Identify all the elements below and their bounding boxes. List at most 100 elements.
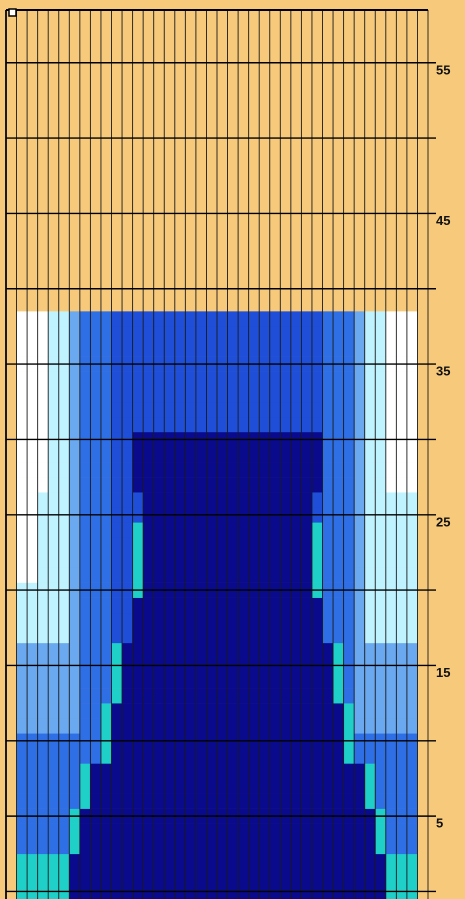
grid-cell (343, 371, 355, 387)
grid-cell (259, 341, 271, 357)
grid-cell (385, 567, 397, 583)
grid-cell (132, 552, 144, 568)
grid-cell (37, 823, 49, 840)
grid-cell (227, 446, 239, 463)
grid-cell (333, 401, 344, 418)
grid-cell (16, 477, 28, 493)
grid-cell (259, 386, 271, 403)
grid-cell (153, 567, 165, 583)
grid-cell (259, 477, 271, 493)
grid-cell (248, 778, 260, 794)
grid-cell (311, 326, 323, 342)
grid-cell (37, 703, 49, 719)
grid-cell (132, 868, 144, 885)
grid-cell (122, 311, 133, 327)
grid-cell (16, 642, 28, 659)
grid-cell (90, 492, 102, 508)
grid-cell (238, 838, 249, 855)
grid-cell (174, 552, 186, 568)
grid-cell (290, 477, 302, 493)
grid-cell (164, 567, 176, 583)
grid-cell (164, 522, 176, 538)
grid-cell (364, 823, 376, 840)
grid-cell (37, 341, 49, 357)
grid-cell (132, 838, 144, 855)
grid-cell (206, 748, 218, 764)
grid-cell (217, 341, 228, 357)
grid-cell (343, 853, 355, 870)
grid-cell (385, 371, 397, 387)
grid-cell (333, 838, 344, 855)
grid-cell (16, 386, 28, 403)
grid-cell (354, 401, 365, 418)
grid-cell (37, 371, 49, 387)
grid-cell (322, 386, 334, 403)
grid-cell (343, 793, 355, 809)
grid-cell (27, 793, 38, 809)
grid-cell (48, 868, 60, 885)
grid-cell (27, 823, 38, 840)
grid-cell (322, 552, 334, 568)
scale-label: 55 (436, 62, 450, 77)
grid-cell (343, 672, 355, 689)
grid-cell (290, 838, 302, 855)
grid-cell (406, 838, 418, 855)
grid-cell (206, 311, 218, 327)
grid-cell (206, 552, 218, 568)
grid-cell (269, 477, 281, 493)
grid-cell (111, 793, 123, 809)
grid-cell (58, 416, 70, 433)
grid-cell (37, 838, 49, 855)
grid-cell (333, 492, 344, 508)
grid-cell (132, 371, 144, 387)
grid-cell (90, 748, 102, 764)
grid-cell (238, 416, 249, 433)
grid-cell (375, 311, 387, 327)
grid-cell (164, 552, 176, 568)
grid-cell (143, 446, 154, 463)
grid-cell (132, 627, 144, 644)
grid-cell (153, 552, 165, 568)
grid-cell (132, 642, 144, 659)
grid-cell (322, 492, 334, 508)
grid-cell (364, 462, 376, 478)
grid-cell (90, 642, 102, 659)
grid-cell (185, 386, 197, 403)
grid-cell (164, 612, 176, 629)
grid-cell (16, 446, 28, 463)
grid-cell (153, 597, 165, 614)
grid-cell (27, 477, 38, 493)
grid-cell (143, 492, 154, 508)
grid-cell (322, 477, 334, 493)
grid-cell (58, 627, 70, 644)
grid-cell (322, 537, 334, 553)
corner-marker[interactable] (8, 8, 17, 17)
grid-cell (69, 838, 81, 855)
grid-cell (301, 552, 313, 568)
grid-cell (290, 718, 302, 734)
grid-cell (111, 718, 123, 734)
grid-cell (122, 868, 133, 885)
grid-cell (238, 793, 249, 809)
grid-cell (153, 853, 165, 870)
grid-cell (48, 853, 60, 870)
grid-cell (132, 748, 144, 764)
grid-cell (79, 763, 91, 779)
grid-cell (195, 793, 207, 809)
grid-cell (27, 642, 38, 659)
grid-cell (385, 537, 397, 553)
grid-cell (164, 446, 176, 463)
grid-cell (122, 477, 133, 493)
grid-cell (269, 763, 281, 779)
grid-cell (290, 793, 302, 809)
grid-cell (100, 718, 112, 734)
grid-cell (311, 748, 323, 764)
grid-cell (100, 552, 112, 568)
grid-cell (354, 763, 365, 779)
grid-cell (79, 868, 91, 885)
grid-cell (206, 612, 218, 629)
grid-cell (132, 703, 144, 719)
grid-cell (69, 477, 81, 493)
grid-cell (259, 401, 271, 418)
grid-cell (280, 718, 292, 734)
